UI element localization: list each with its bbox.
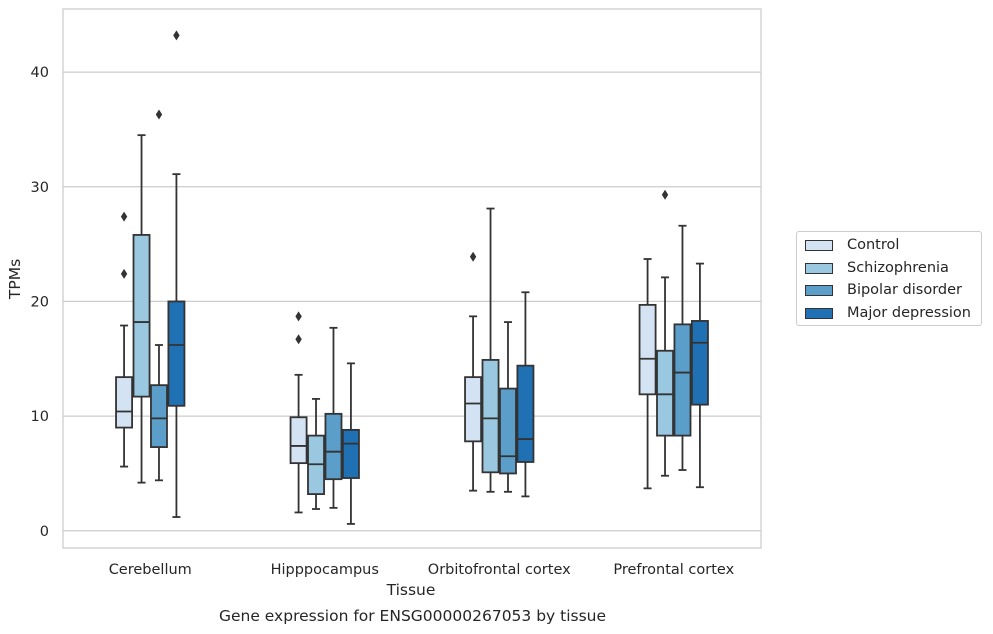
box-group	[307, 398, 325, 510]
legend-swatch-schizophrenia	[805, 262, 833, 274]
legend-item-bipolar-disorder: Bipolar disorder	[805, 280, 962, 300]
outlier-point	[155, 109, 163, 120]
x-axis-label: Tissue	[386, 581, 436, 599]
outlier-point	[120, 268, 128, 279]
x-tick-label: Cerebellum	[109, 562, 192, 578]
y-tick-label: 20	[31, 294, 49, 310]
box-group	[464, 251, 483, 492]
x-tick-label: Prefrontal cortex	[613, 562, 734, 578]
legend-swatch-control	[805, 239, 833, 251]
legend-swatch-bipolar-disorder	[805, 284, 833, 296]
box	[690, 320, 709, 406]
legend-label-schizophrenia: Schizophrenia	[847, 260, 949, 276]
plot-frame	[62, 8, 762, 549]
box-group	[132, 134, 151, 484]
box	[341, 428, 360, 479]
box	[115, 376, 134, 429]
box-group	[499, 321, 517, 493]
legend-item-control: Control	[805, 235, 899, 255]
box	[499, 387, 517, 475]
box-group	[673, 224, 692, 471]
outlier-point	[661, 189, 669, 200]
box-group	[656, 189, 674, 477]
y-tick-label: 0	[40, 524, 49, 540]
y-tick-label: 10	[31, 409, 49, 425]
box-group	[481, 207, 500, 493]
box-group	[324, 326, 343, 509]
outlier-point	[120, 211, 128, 222]
y-tick-label: 30	[31, 180, 49, 196]
box	[673, 323, 692, 437]
outlier-point	[173, 30, 180, 41]
y-axis-label: TPMs	[6, 259, 24, 300]
boxes	[115, 30, 709, 525]
box	[481, 359, 500, 474]
box-group	[516, 291, 535, 498]
box-group	[690, 262, 709, 489]
box	[464, 376, 483, 443]
box	[516, 364, 535, 463]
outlier-point	[469, 251, 477, 262]
x-tick-labels: Cerebellum Hipppocampus Orbitofrontal cort…	[109, 562, 735, 578]
outlier-point	[295, 311, 302, 322]
figure-caption: Gene expression for ENSG00000267053 by t…	[218, 607, 607, 625]
box	[167, 300, 186, 407]
box	[656, 349, 674, 437]
box	[150, 384, 168, 448]
legend-label-control: Control	[847, 237, 900, 253]
y-tick-labels: 0 10 20 30 40	[31, 65, 49, 540]
legend-label-major-depression: Major depression	[847, 305, 971, 321]
box-group	[167, 30, 186, 518]
legend-item-schizophrenia: Schizophrenia	[805, 258, 949, 278]
box-group	[638, 258, 657, 490]
legend-label-bipolar-disorder: Bipolar disorder	[847, 282, 962, 298]
x-tick-label: Orbitofrontal cortex	[428, 562, 571, 578]
box-group	[289, 311, 308, 514]
box-group	[341, 362, 360, 525]
box	[289, 416, 308, 465]
box-group	[115, 211, 134, 468]
legend-swatch-major-depression	[805, 307, 833, 319]
box	[132, 234, 151, 398]
legend-item-major-depression: Major depression	[805, 303, 971, 323]
outlier-point	[295, 334, 302, 345]
box	[638, 303, 657, 396]
box	[324, 412, 343, 481]
y-tick-label: 40	[31, 65, 49, 81]
box-group	[150, 109, 168, 482]
legend: Control Schizophrenia Bipolar disorder M…	[796, 231, 982, 326]
x-tick-label: Hipppocampus	[271, 562, 379, 578]
